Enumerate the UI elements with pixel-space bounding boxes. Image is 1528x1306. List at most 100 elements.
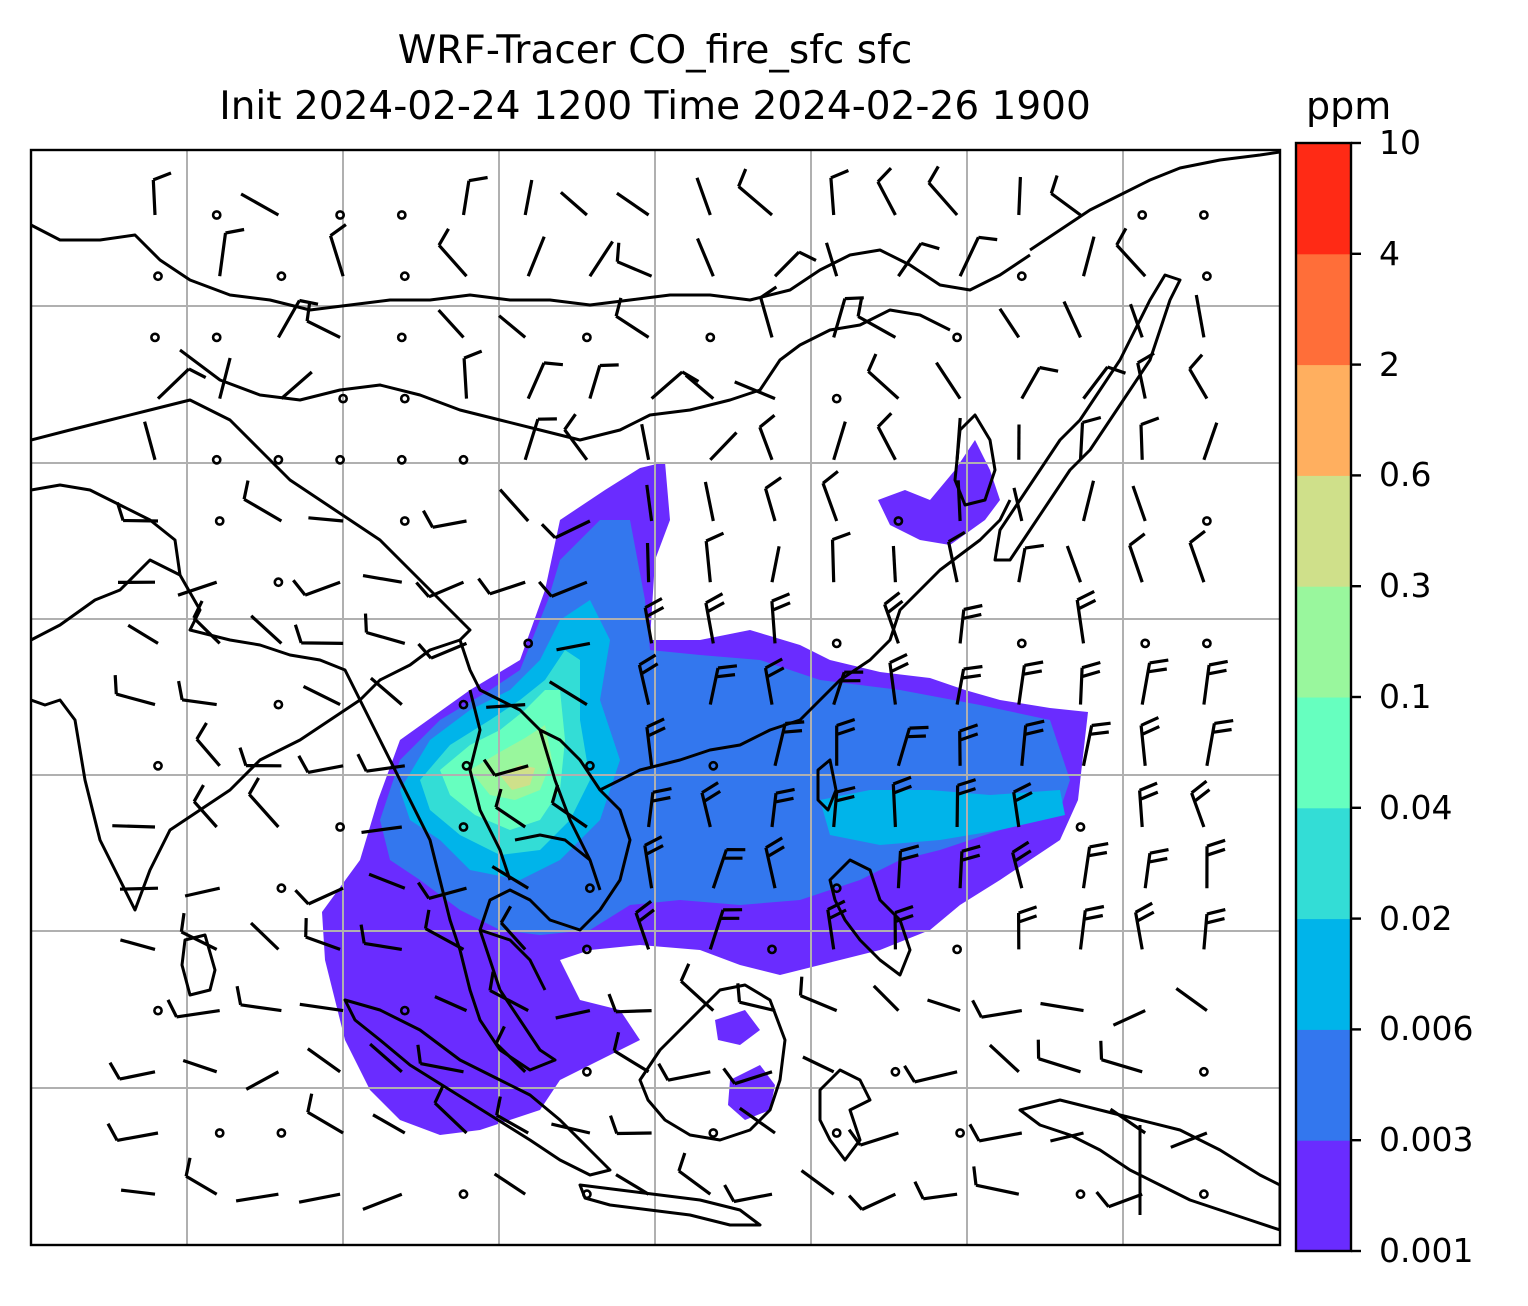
wind-barb	[704, 592, 725, 644]
wind-barb	[556, 641, 591, 652]
wind-barb	[893, 904, 914, 950]
colorbar-segment	[1296, 1029, 1351, 1141]
wind-barb	[835, 717, 856, 766]
wind-barbs	[106, 165, 1234, 1211]
colorbar-tick-label: 0.04	[1379, 787, 1453, 827]
wind-barb	[143, 421, 157, 461]
wind-barb	[369, 1042, 403, 1074]
wind-barb	[249, 921, 280, 951]
wind-barb	[1175, 987, 1208, 1012]
wind-barb	[711, 848, 746, 889]
wind-calm-circle	[582, 332, 592, 343]
wind-barb	[368, 872, 406, 890]
wind-barb	[927, 998, 961, 1013]
wind-barb	[1139, 416, 1160, 460]
wind-barb	[998, 307, 1021, 339]
wind-calm-circle	[523, 638, 534, 649]
wind-barb	[292, 579, 341, 597]
wind-barb	[888, 652, 909, 705]
wind-barb	[955, 417, 962, 460]
wind-barb	[832, 785, 856, 828]
wind-barb	[495, 1096, 529, 1135]
wind-barb	[494, 1025, 527, 1073]
wind-calm-circle	[399, 393, 410, 404]
wind-calm-circle	[1199, 1066, 1209, 1077]
colorbar-segment	[1296, 586, 1351, 698]
map-title: WRF-Tracer CO_fire_sfc sfc	[397, 28, 913, 73]
colorbar-segment	[1296, 1140, 1351, 1252]
colorbar-tick-label: 10	[1379, 123, 1421, 162]
wind-calm-circle	[1016, 271, 1027, 282]
coast-japan	[993, 273, 1182, 562]
wind-barb	[773, 250, 817, 278]
wind-barb	[1194, 294, 1206, 338]
wind-barb	[156, 367, 207, 400]
wind-barb	[192, 600, 221, 645]
wind-barb	[679, 963, 715, 1012]
wind-barb	[498, 488, 530, 523]
wind-calm-circle	[708, 760, 719, 771]
wind-barb	[356, 753, 406, 773]
coastlines	[31, 150, 1280, 1232]
wind-barb	[177, 580, 218, 597]
wind-barb	[491, 865, 530, 890]
wind-barb	[1081, 842, 1109, 889]
wind-barb	[1065, 545, 1083, 583]
colorbar-tick-label: 2	[1379, 344, 1400, 384]
wind-barb	[1017, 543, 1045, 583]
colorbar-segment	[1296, 918, 1351, 1030]
map-gridlines	[31, 150, 1280, 1245]
coast-china-south	[599, 499, 1012, 792]
colorbar-tick-label: 0.6	[1379, 455, 1432, 495]
wind-barb	[555, 1009, 591, 1020]
wind-barb	[1017, 176, 1022, 216]
wind-barb	[645, 717, 666, 766]
wind-barb	[112, 824, 156, 829]
wind-barb	[119, 938, 156, 951]
wind-calm-circle	[1140, 638, 1151, 649]
wind-barb	[299, 1002, 344, 1013]
wind-calm-circle	[150, 332, 160, 343]
wind-barb	[297, 755, 344, 774]
wind-barb	[559, 191, 588, 217]
wind-calm-circle	[1202, 638, 1212, 649]
wind-barb	[615, 242, 653, 278]
wind-calm-circle	[153, 271, 163, 282]
wind-barb	[588, 240, 614, 278]
wind-barb	[956, 480, 962, 522]
wind-barb	[182, 1058, 218, 1074]
colorbar-segment	[1296, 807, 1351, 920]
border-mongolia-china	[179, 308, 951, 442]
wind-barb	[1095, 1190, 1143, 1209]
conc-patch-japan	[878, 440, 1000, 545]
wind-calm-circle	[831, 1128, 842, 1138]
wind-barb	[302, 684, 341, 707]
wind-barb	[1082, 365, 1127, 400]
wind-barb	[361, 825, 403, 834]
wind-barb	[958, 723, 979, 766]
wind-barb	[958, 603, 983, 644]
wind-barb	[1078, 904, 1105, 950]
wind-barb	[704, 531, 725, 583]
wind-barb	[847, 1128, 899, 1147]
coast-russia-north	[31, 223, 1031, 312]
border-china-west	[31, 398, 472, 642]
wind-barb	[415, 580, 465, 599]
wind-barb	[897, 241, 940, 278]
wind-calm-circle	[1075, 822, 1086, 832]
coast-sri-lanka	[180, 933, 217, 997]
wind-calm-circle	[893, 516, 904, 526]
wind-barb	[359, 924, 403, 951]
wind-barb	[119, 886, 159, 891]
wind-barb	[830, 531, 851, 583]
wind-barb	[108, 1061, 156, 1081]
wind-barb	[1140, 658, 1169, 705]
wind-barb	[540, 519, 591, 540]
wind-barb	[872, 984, 900, 1012]
wind-barb	[433, 1085, 468, 1135]
wind-barb	[1011, 840, 1032, 889]
wind-barb	[526, 236, 546, 277]
wind-barb	[247, 777, 280, 829]
wind-calm-circle	[1199, 210, 1209, 220]
